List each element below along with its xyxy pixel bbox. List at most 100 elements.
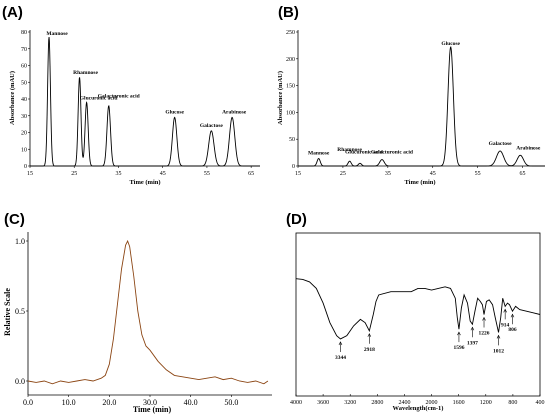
x-tick-label: 0.0 [23, 398, 33, 407]
chart-a-x-ticks: 15 25 35 45 55 65 [27, 166, 254, 177]
x-tick-label: 50.0 [224, 398, 238, 407]
chart-b-y-ticks: 0 50 100 150 200 250 [286, 30, 298, 170]
chart-b-x-axis-title: Time (min) [404, 179, 435, 186]
y-tick-label: 1.0 [15, 237, 25, 246]
chart-d-x-axis-title: Wavelength(cm-1) [393, 405, 444, 412]
x-tick-label: 1200 [480, 400, 492, 406]
panel-letter-d: (D) [286, 211, 307, 228]
x-tick-label: 40.0 [184, 398, 198, 407]
y-tick-label: 150 [286, 84, 295, 90]
y-tick-label: 40 [21, 97, 27, 103]
x-tick-label: 2800 [371, 400, 383, 406]
panel-letter-c: (C) [4, 211, 25, 228]
x-tick-label: 4000 [290, 400, 302, 406]
x-tick-label: 1600 [453, 400, 465, 406]
y-tick-label: 60 [21, 64, 27, 70]
peak-label: Rhamnose [337, 147, 362, 153]
annotation-label: 1397 [467, 340, 478, 346]
peak-label: Mannose [46, 31, 68, 37]
y-tick-label: 200 [286, 57, 295, 63]
x-tick-label: 35 [385, 171, 391, 177]
x-tick-label: 2400 [398, 400, 410, 406]
annotation-label: 2918 [364, 347, 375, 353]
x-tick-label: 15 [295, 171, 301, 177]
peak-label: Galacturonic acid [98, 94, 140, 100]
chart-b-x-ticks: 15 25 35 45 55 65 [295, 166, 526, 177]
peak-label: Rhamnose [73, 70, 98, 76]
chart-d-frame [295, 232, 541, 397]
chart-a-x-axis-title: Time (min) [129, 179, 160, 186]
y-tick-label: 80 [21, 30, 27, 36]
chart-c-x-ticks: 0.0 10.0 20.0 30.0 40.0 50.0 [23, 395, 238, 407]
x-tick-label: 55 [204, 171, 210, 177]
x-tick-label: 30.0 [143, 398, 157, 407]
y-tick-label: 100 [286, 110, 295, 116]
peak-label: Glucose [165, 109, 184, 115]
annotation-label: 914 [501, 322, 510, 328]
y-tick-label: 70 [21, 47, 27, 53]
y-tick-label: 10 [21, 147, 27, 153]
x-tick-label: 800 [508, 400, 517, 406]
x-tick-label: 15 [27, 171, 33, 177]
chart-d-x-ticks: 4000 3600 3200 2800 2400 2000 1600 1200 800 400 [290, 394, 545, 406]
chart-a-chromatogram-standards: 0 10 20 30 40 50 60 70 80 15 25 35 45 55 65 Mannose Rh… [9, 30, 260, 186]
chart-b-chromatogram-sample: 0 50 100 150 200 250 15 25 35 45 55 65 Mannose Rham… [277, 30, 545, 186]
peak-label: Arabinose [516, 145, 541, 151]
x-tick-label: 35 [115, 171, 121, 177]
chart-c-y-axis-title: Relative Scale [3, 288, 12, 336]
x-tick-label: 3200 [344, 400, 356, 406]
annotation-arrowhead [338, 341, 343, 346]
x-tick-label: 3600 [317, 400, 329, 406]
annotation-label: 1226 [479, 331, 490, 337]
chart-c-y-ticks: 0.0 0.5 1.0 [15, 237, 28, 386]
peak-label: Glucose [441, 41, 460, 47]
chart-d-ftir-spectrum: 4000 3600 3200 2800 2400 2000 1600 1200 800 400 3… [290, 232, 545, 412]
annotation-label: 1012 [493, 348, 504, 354]
peak-label: Galactose [200, 123, 223, 129]
annotation-arrowhead [470, 326, 475, 331]
x-tick-label: 400 [536, 400, 545, 406]
x-tick-label: 2000 [426, 400, 438, 406]
annotation-arrowhead [503, 308, 507, 313]
chart-a-y-ticks: 0 10 20 30 40 50 60 70 80 [21, 30, 30, 170]
x-tick-label: 10.0 [62, 398, 76, 407]
annotation-label: 3344 [335, 355, 346, 361]
x-tick-label: 65 [520, 171, 526, 177]
chart-c-x-axis-title: Time (min) [133, 405, 172, 414]
y-tick-label: 50 [289, 137, 295, 143]
y-tick-label: 50 [21, 80, 27, 86]
x-tick-label: 45 [430, 171, 436, 177]
annotation-arrowhead [367, 333, 372, 337]
peak-label: Arabinose [222, 109, 247, 115]
y-tick-label: 250 [286, 30, 295, 36]
chart-a-peak-labels: Mannose Rhamnose Glucuronic acidGalacturon… [46, 31, 246, 129]
panel-letter-b: (B) [278, 4, 299, 21]
peak-label: Glucuronic acid [80, 95, 118, 101]
peak-label: Glucuronic acid [345, 149, 383, 155]
y-tick-label: 0.0 [15, 377, 25, 386]
panel-letter-a: (A) [2, 4, 23, 21]
y-tick-label: 30 [21, 114, 27, 120]
chart-c-molecular-weight-distribution: 0.0 0.5 1.0 0.0 10.0 20.0 30.0 40.0 50.0 Time (… [3, 232, 272, 414]
x-tick-label: 45 [160, 171, 166, 177]
x-tick-label: 20.0 [102, 398, 116, 407]
x-tick-label: 25 [340, 171, 346, 177]
chart-a-series-line [30, 37, 260, 167]
peak-label: Mannose [308, 150, 330, 156]
chart-b-series-line [298, 46, 545, 167]
peak-label: Galacturonic acid [371, 150, 413, 156]
annotation-arrowhead [496, 334, 501, 339]
chart-d-series-line [295, 278, 541, 340]
peak-label: Galactose [489, 141, 512, 147]
annotation-arrowhead [510, 313, 515, 318]
x-tick-label: 65 [248, 171, 254, 177]
annotation-label: 1596 [453, 345, 464, 351]
x-tick-label: 55 [475, 171, 481, 177]
y-tick-label: 0 [292, 164, 295, 170]
x-tick-label: 25 [71, 171, 77, 177]
annotation-arrowhead [482, 316, 486, 321]
annotation-arrowhead [457, 331, 461, 336]
y-tick-label: 20 [21, 131, 27, 137]
